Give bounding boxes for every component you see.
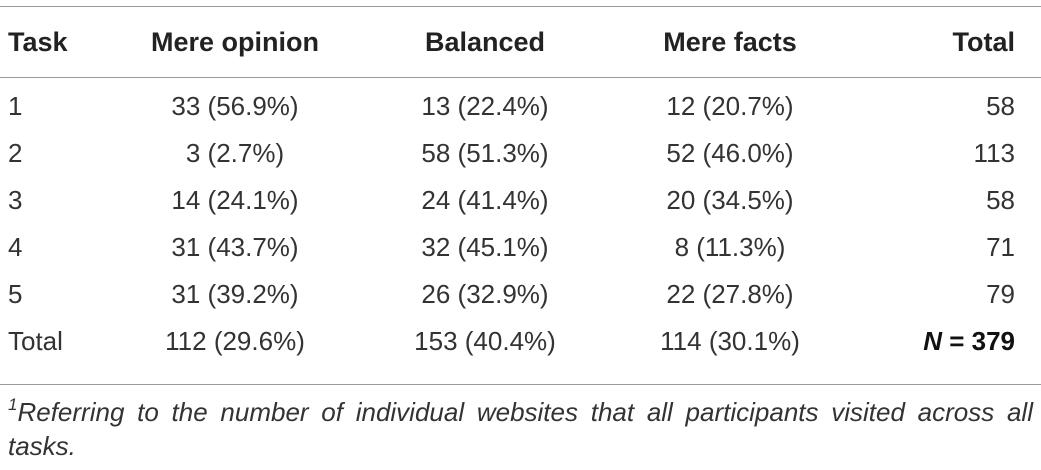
cell-mere-facts: 52 (46.0%) xyxy=(666,138,794,168)
cell-total: 79 xyxy=(986,279,1015,309)
total-row: Total 112 (29.6%) 153 (40.4%) 114 (30.1%… xyxy=(0,318,1041,365)
website-type-table: Task Mere opinion Balanced Mere facts To… xyxy=(0,7,1041,365)
table-row: 3 14 (24.1%) 24 (41.4%) 20 (34.5%) 58 xyxy=(0,177,1041,224)
cell-mere-facts: 8 (11.3%) xyxy=(674,232,786,262)
cell-balanced: 32 (45.1%) xyxy=(421,232,549,262)
total-balanced: 153 (40.4%) xyxy=(414,326,556,356)
header-mere-facts: Mere facts xyxy=(663,26,797,57)
cell-total: 113 xyxy=(973,138,1015,168)
cell-balanced: 24 (41.4%) xyxy=(421,185,549,215)
cell-mere-opinion: 14 (24.1%) xyxy=(171,185,299,215)
n-value: = 379 xyxy=(941,326,1015,356)
table-row: 1 33 (56.9%) 13 (22.4%) 12 (20.7%) 58 xyxy=(0,77,1041,130)
total-label: Total xyxy=(8,326,63,356)
cell-mere-facts: 20 (34.5%) xyxy=(666,185,794,215)
bottom-rule xyxy=(0,384,1041,385)
cell-task: 1 xyxy=(8,91,23,121)
cell-total: 58 xyxy=(986,91,1015,121)
header-rule xyxy=(0,77,1041,78)
total-mere-opinion: 112 (29.6%) xyxy=(165,326,305,356)
header-task: Task xyxy=(8,26,68,57)
total-mere-facts: 114 (30.1%) xyxy=(660,326,800,356)
cell-mere-opinion: 31 (43.7%) xyxy=(171,232,299,262)
cell-task: 4 xyxy=(8,232,23,262)
top-rule xyxy=(0,6,1041,7)
cell-task: 2 xyxy=(8,138,23,168)
cell-total: 71 xyxy=(986,232,1015,262)
cell-balanced: 13 (22.4%) xyxy=(421,91,549,121)
cell-task: 5 xyxy=(8,279,23,309)
table-footnote: 1Referring to the number of individual w… xyxy=(8,395,1033,463)
header-balanced: Balanced xyxy=(424,26,546,57)
cell-mere-facts: 22 (27.8%) xyxy=(666,279,794,309)
cell-total: 58 xyxy=(986,185,1015,215)
n-symbol: N xyxy=(923,326,942,356)
header-total: Total xyxy=(952,26,1016,57)
table-row: 2 3 (2.7%) 58 (51.3%) 52 (46.0%) 113 xyxy=(0,130,1041,177)
cell-task: 3 xyxy=(8,185,23,215)
cell-balanced: 58 (51.3%) xyxy=(421,138,549,168)
header-row: Task Mere opinion Balanced Mere facts To… xyxy=(0,7,1041,77)
footnote-marker: 1 xyxy=(8,395,18,414)
table-row: 5 31 (39.2%) 26 (32.9%) 22 (27.8%) 79 xyxy=(0,271,1041,318)
total-n: N = 379 xyxy=(850,318,1041,365)
header-mere-opinion: Mere opinion xyxy=(151,26,319,57)
cell-mere-facts: 12 (20.7%) xyxy=(666,91,794,121)
cell-mere-opinion: 31 (39.2%) xyxy=(171,279,299,309)
cell-mere-opinion: 33 (56.9%) xyxy=(171,91,299,121)
cell-balanced: 26 (32.9%) xyxy=(421,279,549,309)
footnote-text: Referring to the number of individual we… xyxy=(8,397,1033,461)
table-row: 4 31 (43.7%) 32 (45.1%) 8 (11.3%) 71 xyxy=(0,224,1041,271)
cell-mere-opinion: 3 (2.7%) xyxy=(185,138,285,168)
